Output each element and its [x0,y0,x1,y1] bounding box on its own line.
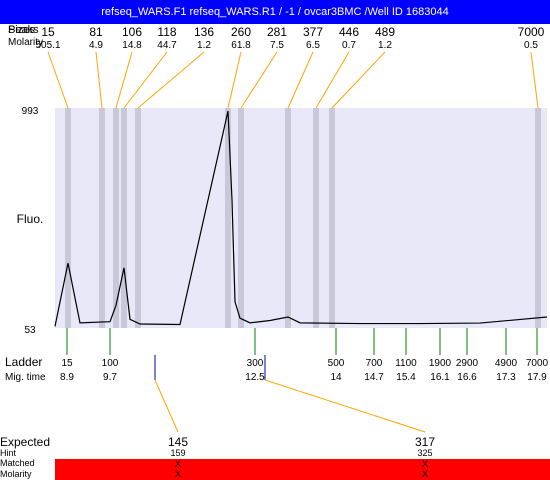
expected-size-label: 145 [168,435,188,449]
expected-matched-mark: X [175,459,181,469]
peak-leader-line [115,51,133,109]
peak-leader-line [47,51,69,109]
peak-molarity-label: 505.1 [35,40,60,51]
window-title-bar: refseq_WARS.F1 refseq_WARS.R1 / -1 / ovc… [0,0,550,24]
peak-leader-line [331,51,386,109]
ladder-size-label: 7000 [526,358,549,369]
peak-band [313,108,319,328]
peak-molarity-label: 44.7 [157,40,177,51]
ladder-size-label: 2900 [456,358,479,369]
peak-size-label: 15 [41,25,55,39]
expected-molarity-mark: X [422,469,428,479]
peak-band [225,108,231,328]
plot-area [55,108,547,328]
peak-molarity-label: 1.2 [197,40,211,51]
peak-molarity-label: 14.8 [122,40,142,51]
y-axis-label: Fluo. [17,212,44,226]
sizes-header-label: Sizes [8,24,35,36]
peak-leader-line [137,51,205,109]
ladder-size-label: 300 [247,358,264,369]
window-title: refseq_WARS.F1 refseq_WARS.R1 / -1 / ovc… [101,6,449,18]
peak-band [535,108,541,328]
expected-size-label: 317 [415,435,435,449]
ladder-time-label: 14 [330,372,342,383]
y-min-label: 53 [24,325,36,336]
peak-band [113,108,119,328]
peak-leader-line [530,51,539,109]
peak-leader-line [315,51,350,109]
ladder-size-label: 500 [328,358,345,369]
expected-hint-label: 159 [170,448,185,458]
peak-molarity-label: 0.5 [524,40,538,51]
ladder-time-label: 17.9 [527,372,547,383]
peak-molarity-label: 6.5 [306,40,320,51]
migtime-label: Mig. time [5,372,46,383]
peak-band [121,108,127,328]
ladder-time-label: 15.4 [396,372,416,383]
y-max-label: 993 [22,106,39,117]
peak-leader-line [123,51,168,109]
peak-band [99,108,105,328]
ladder-time-label: 14.7 [364,372,384,383]
ladder-time-label: 16.6 [457,372,477,383]
ladder-time-label: 9.7 [103,372,117,383]
matched-label: Matched [0,458,35,468]
peak-leader-line [240,51,278,109]
fluorescence-trace [54,110,548,327]
peak-band [238,108,244,328]
ladder-size-label: 4900 [495,358,518,369]
ladder-size-label: 700 [366,358,383,369]
ladder-size-label: 1900 [429,358,452,369]
ladder-time-label: 17.3 [496,372,516,383]
expected-leader-line [154,379,179,433]
molarity-header-label: Molarity [8,37,43,48]
peak-size-label: 106 [122,25,142,39]
ladder-time-label: 8.9 [60,372,74,383]
peak-size-label: 446 [339,25,359,39]
peak-size-label: 81 [89,25,103,39]
peaks-header-label: Peaks [8,24,39,36]
peak-size-label: 281 [267,25,287,39]
peak-size-label: 489 [375,25,395,39]
peak-size-label: 118 [157,25,176,39]
ladder-label: Ladder [5,355,42,369]
expected-hint-label: 325 [417,448,432,458]
peak-molarity-label: 4.9 [89,40,103,51]
ladder-time-label: 16.1 [430,372,450,383]
expected-matched-mark: X [422,459,428,469]
peak-leader-line [287,51,314,109]
matched-bar [55,459,550,480]
hint-label: Hint [0,448,17,458]
peak-molarity-label: 1.2 [378,40,392,51]
peak-size-label: 7000 [518,25,545,39]
peak-band [135,108,141,328]
expected-label: Expected [0,435,50,449]
peak-band [65,108,71,328]
peak-size-label: 260 [231,25,251,39]
peak-band [329,108,335,328]
peak-size-label: 377 [303,25,323,39]
peak-molarity-label: 0.7 [342,40,356,51]
ladder-time-label: 12.5 [245,372,265,383]
expected-leader-line [264,379,426,433]
expected-molarity-label: Molarity [0,469,32,479]
ladder-size-label: 100 [102,358,119,369]
peak-leader-line [227,51,242,109]
ladder-size-label: 15 [61,358,73,369]
peak-molarity-label: 61.8 [231,40,251,51]
peak-molarity-label: 7.5 [270,40,284,51]
peak-leader-line [95,51,103,109]
peak-band [285,108,291,328]
ladder-size-label: 1100 [395,358,417,369]
peak-size-label: 136 [194,25,214,39]
expected-molarity-mark: X [175,469,181,479]
